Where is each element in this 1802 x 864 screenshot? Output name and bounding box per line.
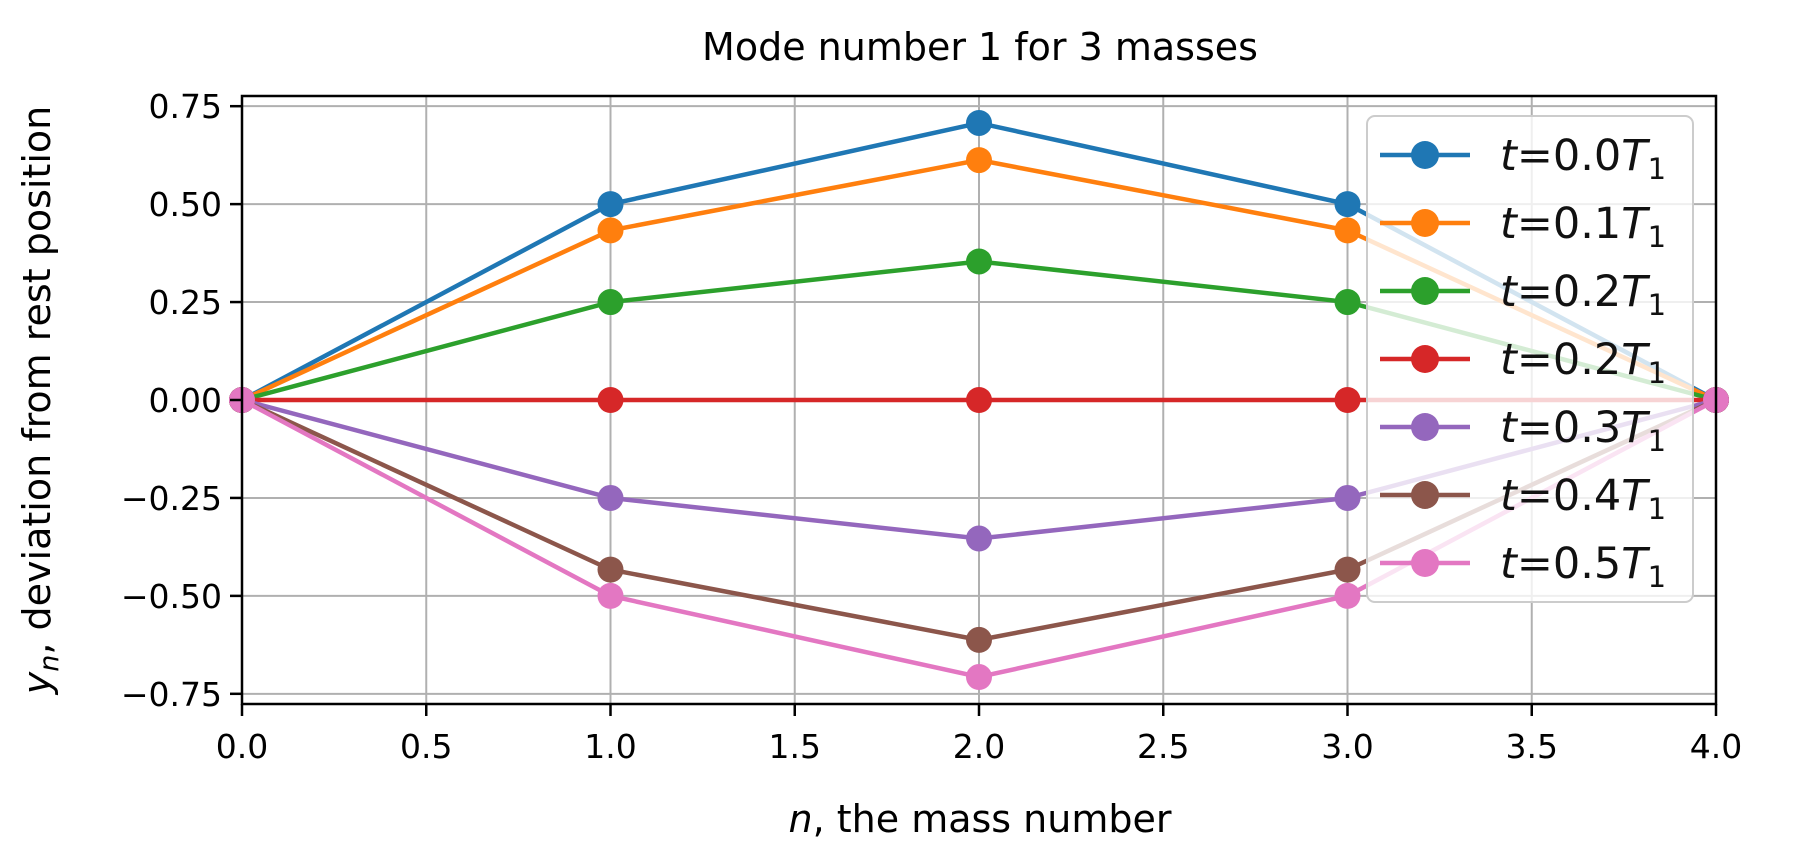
data-point bbox=[1334, 556, 1361, 583]
data-point bbox=[966, 525, 992, 552]
x-tick-label: 2.0 bbox=[953, 727, 1005, 766]
y-tick-label: −0.75 bbox=[121, 675, 222, 714]
x-tick-label: 0.0 bbox=[216, 727, 268, 766]
legend-entry: t=0.4T1 bbox=[1380, 471, 1666, 526]
data-point bbox=[1334, 217, 1361, 244]
ticks: 0.0 0.5 1.0 1.5 2.0 2.5 3.0 3.5 4.0 0.75 0.50 0.25 0… bbox=[121, 87, 1742, 766]
data-point bbox=[966, 109, 992, 136]
legend-label: t=0.4T1 bbox=[1500, 471, 1666, 526]
data-point bbox=[597, 387, 624, 413]
data-point bbox=[1334, 387, 1361, 413]
legend-marker bbox=[1411, 481, 1439, 509]
legend-label: t=0.0T1 bbox=[1500, 131, 1666, 186]
legend-label: t=0.3T1 bbox=[1500, 403, 1666, 458]
legend-label: t=0.2T1 bbox=[1500, 267, 1666, 322]
x-tick-label: 0.5 bbox=[400, 727, 452, 766]
y-axis-label: yn, deviation from rest position bbox=[15, 106, 65, 695]
data-point bbox=[597, 484, 624, 511]
x-tick-label: 3.5 bbox=[1506, 727, 1558, 766]
data-point bbox=[597, 191, 624, 218]
data-point bbox=[1334, 289, 1361, 316]
legend-marker bbox=[1411, 277, 1439, 305]
data-point bbox=[966, 626, 992, 653]
legend-entry: t=0.2T1 bbox=[1380, 335, 1666, 390]
legend-entry: t=0.2T1 bbox=[1380, 267, 1666, 322]
y-tick-label: 0.00 bbox=[149, 381, 222, 420]
data-point bbox=[966, 664, 992, 691]
legend-marker bbox=[1411, 413, 1439, 441]
data-point bbox=[1334, 582, 1361, 609]
y-tick-label: 0.25 bbox=[149, 283, 222, 322]
data-point bbox=[966, 387, 992, 413]
legend-marker bbox=[1411, 549, 1439, 577]
chart-title: Mode number 1 for 3 masses bbox=[702, 25, 1258, 69]
x-tick-label: 1.5 bbox=[769, 727, 821, 766]
data-point bbox=[1334, 484, 1361, 511]
legend-entry: t=0.0T1 bbox=[1380, 131, 1666, 186]
data-point bbox=[597, 556, 624, 583]
data-point bbox=[597, 217, 624, 244]
x-tick-label: 2.5 bbox=[1137, 727, 1189, 766]
legend: t=0.0T1 t=0.1T1 t=0.2T1 t=0.2T1 t=0.3T1 t=0.4… bbox=[1366, 115, 1694, 603]
x-tick-label: 3.0 bbox=[1321, 727, 1373, 766]
x-tick-label: 1.0 bbox=[584, 727, 636, 766]
legend-frame bbox=[1366, 115, 1694, 603]
data-point bbox=[597, 582, 624, 609]
y-tick-label: 0.50 bbox=[149, 185, 222, 224]
data-point bbox=[966, 248, 992, 275]
y-tick-label: −0.50 bbox=[121, 577, 222, 616]
x-axis-label: n, the mass number bbox=[789, 797, 1172, 841]
legend-marker bbox=[1411, 209, 1439, 237]
data-point bbox=[597, 289, 624, 316]
legend-label: t=0.1T1 bbox=[1500, 199, 1666, 254]
legend-label: t=0.5T1 bbox=[1500, 539, 1666, 594]
y-tick-label: 0.75 bbox=[149, 87, 222, 126]
legend-label: t=0.2T1 bbox=[1500, 335, 1666, 390]
legend-entry: t=0.1T1 bbox=[1380, 199, 1666, 254]
legend-marker bbox=[1411, 141, 1439, 169]
legend-marker bbox=[1411, 345, 1439, 373]
y-tick-label: −0.25 bbox=[121, 479, 222, 518]
legend-entry: t=0.5T1 bbox=[1380, 539, 1666, 594]
x-tick-label: 4.0 bbox=[1690, 727, 1742, 766]
legend-entry: t=0.3T1 bbox=[1380, 403, 1666, 458]
data-point bbox=[1334, 191, 1361, 218]
data-point bbox=[966, 147, 992, 174]
